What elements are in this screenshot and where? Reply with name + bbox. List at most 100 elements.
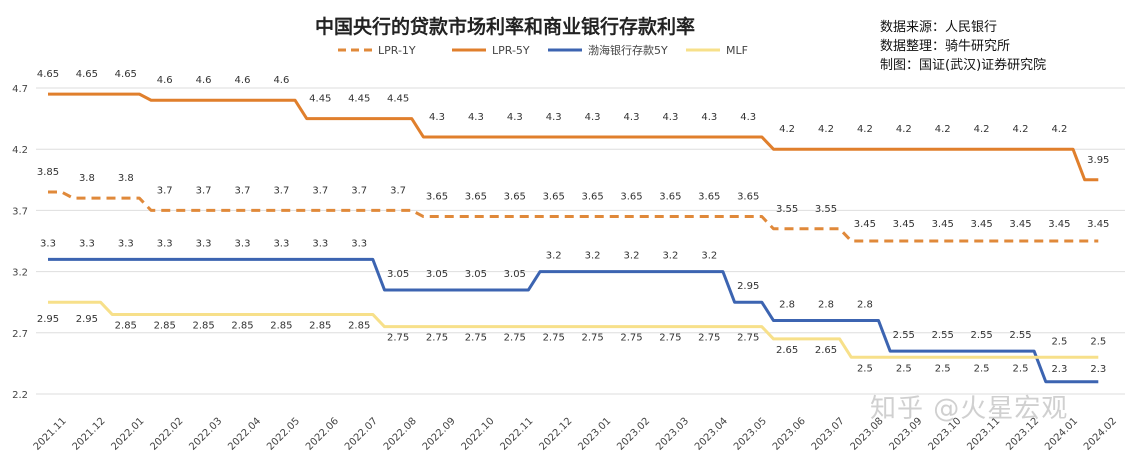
data-label: 3.3 [196, 238, 212, 249]
data-label: 4.6 [273, 75, 289, 86]
data-label: 3.3 [235, 238, 251, 249]
source-line-compiled: 数据整理：骑牛研究所 [880, 39, 1011, 54]
data-label: 3.3 [273, 238, 289, 249]
data-label: 4.2 [857, 124, 873, 135]
data-label: 2.75 [465, 333, 487, 344]
data-label: 2.75 [543, 333, 565, 344]
data-label: 3.2 [585, 251, 601, 262]
data-label: 3.8 [79, 173, 95, 184]
data-label: 4.45 [348, 94, 370, 105]
y-tick-label: 4.7 [12, 84, 28, 95]
x-tick-label: 2022.05 [265, 416, 302, 453]
series-line [48, 92, 1099, 182]
chart-title: 中国央行的贷款市场利率和商业银行存款利率 [314, 16, 695, 38]
data-label: 2.85 [231, 320, 253, 331]
series-line [48, 300, 1099, 359]
x-tick-label: 2022.12 [537, 416, 574, 453]
data-label: 2.95 [76, 314, 98, 325]
data-label: 3.7 [390, 185, 406, 196]
legend-label: 渤海银行存款5Y [588, 43, 668, 57]
x-tick-label: 2022.10 [460, 416, 497, 453]
data-label: 2.55 [893, 330, 915, 341]
data-label: 3.7 [312, 185, 328, 196]
series-line [48, 190, 1099, 243]
data-label: 2.75 [387, 333, 409, 344]
data-label: 2.75 [620, 333, 642, 344]
y-tick-label: 4.2 [12, 145, 28, 156]
data-label: 2.5 [1051, 336, 1067, 347]
data-label: 4.2 [974, 124, 990, 135]
series-line [48, 257, 1099, 384]
data-label: 3.55 [815, 204, 837, 215]
data-label: 2.75 [426, 333, 448, 344]
data-label: 2.85 [270, 320, 292, 331]
x-tick-label: 2021.11 [32, 416, 69, 453]
source-line-data: 数据来源：人民银行 [880, 20, 998, 35]
y-tick-label: 3.2 [12, 268, 28, 279]
data-label: 2.65 [815, 345, 837, 356]
data-label: 3.45 [854, 219, 876, 230]
source-line-chart: 制图：国证(武汉)证券研究院 [880, 58, 1047, 73]
data-label: 4.45 [309, 94, 331, 105]
data-label: 4.3 [507, 112, 523, 123]
data-label: 2.85 [154, 320, 176, 331]
data-label: 4.2 [1051, 124, 1067, 135]
x-tick-label: 2022.09 [421, 416, 458, 453]
data-label: 4.3 [624, 112, 640, 123]
data-label: 2.8 [818, 300, 834, 311]
data-label: 3.3 [79, 238, 95, 249]
data-label: 3.65 [698, 192, 720, 203]
data-label: 4.65 [76, 69, 98, 80]
data-label: 2.85 [115, 320, 137, 331]
data-label: 2.8 [779, 300, 795, 311]
x-tick-label: 2022.01 [110, 416, 147, 453]
data-label: 4.2 [779, 124, 795, 135]
data-label: 3.8 [118, 173, 134, 184]
data-label: 3.7 [351, 185, 367, 196]
x-tick-label: 2023.02 [615, 416, 652, 453]
data-label: 3.3 [118, 238, 134, 249]
data-label: 3.2 [662, 251, 678, 262]
data-label: 2.75 [581, 333, 603, 344]
x-tick-label: 2022.08 [382, 416, 419, 453]
data-label-layer: 3.85 3.8 3.8 3.7 3.7 3.7 3.7 3.7 3.7 3.7 3.65 3.65 3… [37, 69, 1110, 375]
data-label: 3.05 [504, 269, 526, 280]
data-label: 3.3 [157, 238, 173, 249]
x-tick-label: 2023.04 [693, 416, 730, 453]
data-label: 2.5 [857, 363, 873, 374]
x-tick-label: 2023.05 [732, 416, 769, 453]
data-label: 2.5 [896, 363, 912, 374]
legend: LPR-1Y LPR-5Y 渤海银行存款5Y MLF [338, 43, 748, 57]
data-label: 3.7 [235, 185, 251, 196]
x-tick-label: 2021.12 [71, 416, 108, 453]
data-label: 2.55 [1009, 330, 1031, 341]
data-label: 3.65 [504, 192, 526, 203]
data-label: 3.05 [465, 269, 487, 280]
x-tick-label: 2023.03 [654, 416, 691, 453]
data-label: 3.65 [581, 192, 603, 203]
y-tick-label: 2.7 [12, 329, 28, 340]
data-label: 3.55 [776, 204, 798, 215]
y-tick-label: 3.7 [12, 206, 28, 217]
data-label: 3.85 [37, 167, 59, 178]
data-label: 4.2 [935, 124, 951, 135]
x-tick-label: 2022.02 [148, 416, 185, 453]
data-label: 2.85 [309, 320, 331, 331]
x-tick-label: 2022.07 [343, 416, 380, 453]
data-label: 4.45 [387, 94, 409, 105]
data-label: 4.65 [115, 69, 137, 80]
data-label: 4.2 [818, 124, 834, 135]
data-label: 4.3 [429, 112, 445, 123]
data-label: 3.65 [659, 192, 681, 203]
legend-label: LPR-1Y [378, 44, 416, 57]
data-label: 4.2 [1013, 124, 1029, 135]
data-label: 3.45 [1009, 219, 1031, 230]
data-label: 3.2 [546, 251, 562, 262]
data-label: 3.65 [620, 192, 642, 203]
x-tick-label: 2024.02 [1082, 416, 1119, 453]
data-label: 4.3 [468, 112, 484, 123]
data-label: 3.2 [624, 251, 640, 262]
data-label: 3.7 [196, 185, 212, 196]
data-label: 2.75 [737, 333, 759, 344]
